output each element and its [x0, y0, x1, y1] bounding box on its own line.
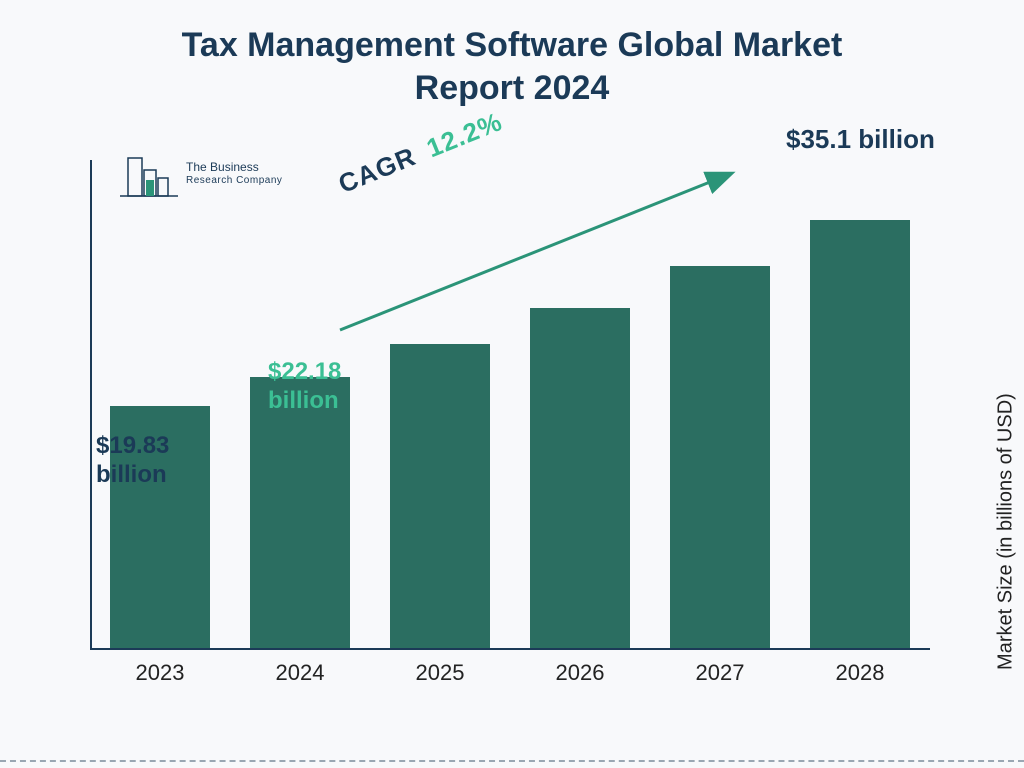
x-label-2028: 2028: [800, 654, 920, 690]
bar-slot: [380, 344, 500, 648]
footer-dashed-line: [0, 760, 1024, 762]
bar-slot: [800, 220, 920, 648]
title-line-1: Tax Management Software Global Market: [0, 24, 1024, 67]
callout-2024-value: $22.18: [268, 358, 341, 387]
bar-2025: [390, 344, 490, 648]
callout-2023-unit: billion: [96, 461, 169, 490]
x-label-2026: 2026: [520, 654, 640, 690]
cagr-value-text: 12.2%: [422, 106, 506, 163]
x-label-2027: 2027: [660, 654, 780, 690]
cagr-arrow: [330, 160, 750, 360]
callout-2023: $19.83 billion: [96, 432, 169, 490]
callout-2023-value: $19.83: [96, 432, 169, 461]
callout-2028-text: $35.1 billion: [786, 124, 935, 154]
bar-2028: [810, 220, 910, 648]
bar-2024: [250, 377, 350, 648]
title-line-2: Report 2024: [0, 67, 1024, 110]
x-label-2024: 2024: [240, 654, 360, 690]
callout-2028: $35.1 billion: [786, 124, 935, 155]
x-label-2025: 2025: [380, 654, 500, 690]
chart-title: Tax Management Software Global Market Re…: [0, 0, 1024, 109]
y-axis-label: Market Size (in billions of USD): [995, 393, 1018, 670]
callout-2024: $22.18 billion: [268, 358, 341, 416]
x-label-2023: 2023: [100, 654, 220, 690]
x-axis-line: [90, 648, 930, 650]
callout-2024-unit: billion: [268, 387, 341, 416]
bar-slot: [240, 377, 360, 648]
x-labels-container: 2023 2024 2025 2026 2027 2028: [90, 654, 930, 690]
